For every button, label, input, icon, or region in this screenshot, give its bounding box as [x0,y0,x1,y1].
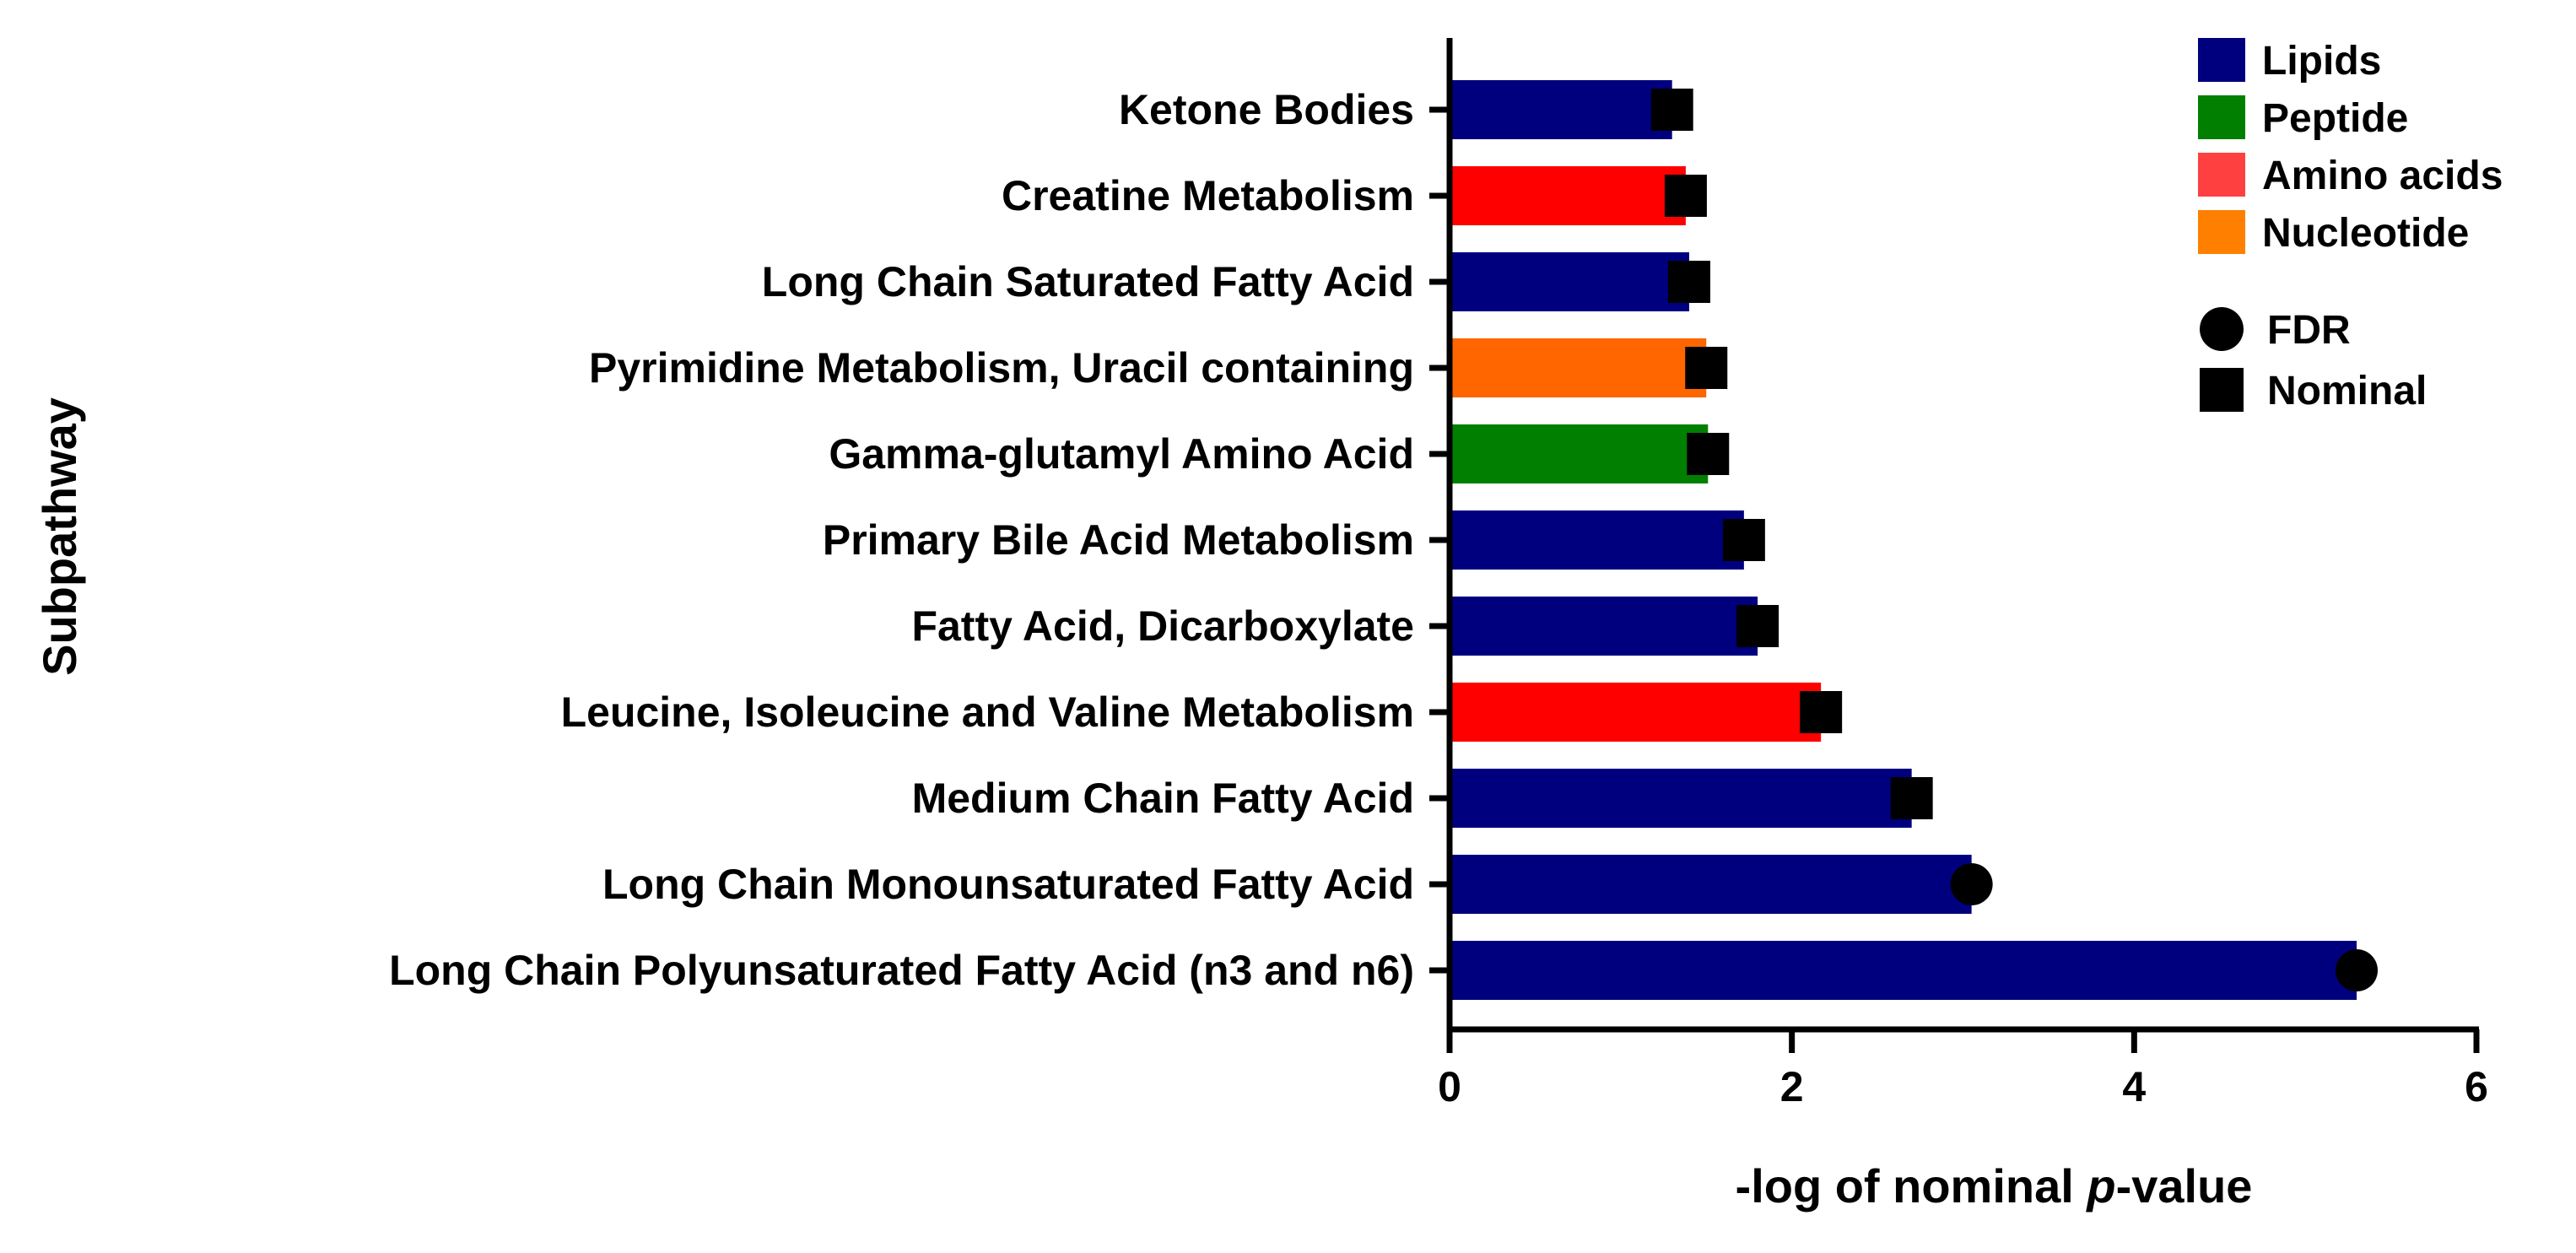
marker-fdr [2336,949,2379,991]
legend-label: Nucleotide [2262,211,2469,256]
category-label: Long Chain Saturated Fatty Acid [762,258,1414,305]
markers [1650,89,2379,991]
category-labels: Ketone Bodies Creatine Metabolism Long Cha… [389,86,1414,994]
x-tick-label: 4 [2122,1063,2146,1110]
category-label: Long Chain Polyunsaturated Fatty Acid (n… [389,947,1414,994]
marker-nominal [1685,347,1728,389]
legend-label: Peptide [2262,96,2408,141]
marker-nominal [1664,175,1707,217]
x-tick-label: 0 [1438,1063,1461,1110]
legend-marker-fdr [2200,307,2244,351]
category-label: Long Chain Monounsaturated Fatty Acid [602,861,1414,908]
category-label: Leucine, Isoleucine and Valine Metabolis… [561,689,1414,736]
marker-fdr [1950,863,1993,905]
bar [1450,510,1744,570]
y-axis-title: Subpathway [33,397,86,676]
legend-swatch [2198,210,2245,254]
category-label: Medium Chain Fatty Acid [912,775,1414,822]
category-label: Creatine Metabolism [1002,172,1414,219]
bar [1450,855,1972,914]
legend-label: Nominal [2267,369,2427,413]
x-axis-title-italic: p [2085,1159,2115,1212]
marker-nominal [1650,89,1693,131]
legend: Lipids Peptide Amino acids Nucleotide FDR Nom… [2198,38,2503,413]
x-tick-label: 6 [2465,1063,2488,1110]
bar [1450,597,1758,656]
bar [1450,424,1709,483]
x-axis-title-prefix: -log of nominal [1736,1159,2087,1212]
category-label: Gamma-glutamyl Amino Acid [829,430,1414,478]
bar [1450,769,1912,828]
x-tick-labels: 0 2 4 6 [1438,1063,2488,1110]
marker-nominal [1667,261,1710,303]
legend-marker-nominal [2200,368,2244,412]
marker-nominal [1736,605,1779,647]
bar [1450,166,1686,225]
legend-label: Lipids [2262,39,2381,84]
legend-label: Amino acids [2262,154,2503,198]
axes [1429,38,2480,1053]
x-axis-title: -log of nominal p-value [1736,1159,2253,1212]
legend-swatch [2198,153,2245,197]
x-axis-title-suffix: -value [2116,1159,2253,1212]
bar [1450,683,1822,742]
legend-swatch [2198,95,2245,139]
marker-nominal [1687,433,1730,475]
marker-nominal [1800,691,1843,733]
legend-swatch [2198,38,2245,82]
category-label: Ketone Bodies [1119,86,1414,133]
legend-label: FDR [2267,308,2351,353]
marker-nominal [1722,519,1765,561]
category-label: Pyrimidine Metabolism, Uracil containing [589,344,1414,392]
category-label: Fatty Acid, Dicarboxylate [911,602,1414,650]
category-label: Primary Bile Acid Metabolism [823,516,1414,564]
x-tick-label: 2 [1780,1063,1804,1110]
bar [1450,941,2357,1000]
marker-nominal [1890,777,1933,819]
bar [1450,338,1707,397]
bar [1450,252,1689,311]
bar [1450,80,1672,139]
bars [1450,80,2357,1000]
